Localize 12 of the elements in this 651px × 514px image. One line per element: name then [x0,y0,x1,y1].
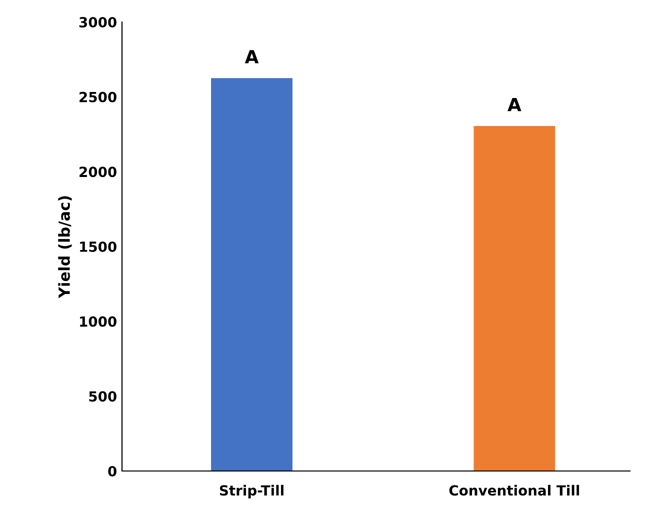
y-tick-label: 500 [89,391,116,402]
y-tick-label: 0 [108,466,116,476]
y-axis-title: Yield (lb/ac) [58,196,72,298]
annotation: A [508,98,522,112]
y-tick-label: 2500 [80,92,116,102]
annotation: A [244,50,259,64]
y-tick-label: 1000 [80,316,116,327]
y-tick-label: 2000 [80,166,116,178]
y-tick-label: 1500 [80,241,116,252]
x-tick-label: Conventional Till [449,484,580,496]
x-tick-label: Strip-Till [220,484,284,498]
y-tick-label: 3000 [79,16,116,28]
